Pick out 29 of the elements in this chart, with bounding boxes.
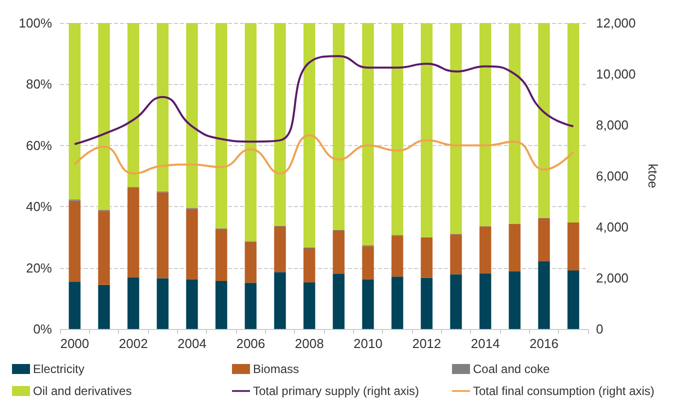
legend-label: Oil and derivatives — [33, 384, 132, 398]
x-tick-label: 2006 — [236, 336, 266, 351]
y-tick-label: 100% — [18, 16, 52, 30]
x-tick-label: 2008 — [294, 336, 324, 351]
x-tick-label: 2012 — [412, 336, 442, 351]
x-tick-label: 2000 — [60, 336, 90, 351]
y2-tick-label: 12,000 — [596, 16, 636, 30]
x-tick-label: 2002 — [118, 336, 148, 351]
y2-axis-title: ktoe — [646, 164, 661, 188]
y2-tick-label: 2,000 — [596, 270, 629, 286]
y-tick-label: 60% — [26, 138, 52, 153]
y2-tick-label: 6,000 — [596, 168, 629, 184]
y2-tick-label: 4,000 — [596, 220, 629, 234]
legend-label: Biomass — [253, 362, 300, 376]
x-tick-label: 2016 — [530, 336, 558, 351]
legend-label: Coal and coke — [473, 362, 550, 376]
y2-tick-label: 10,000 — [596, 66, 636, 82]
y2-tick-label: 8,000 — [596, 118, 629, 132]
y-tick-label: 40% — [26, 199, 52, 214]
legend-label: Electricity — [33, 362, 84, 376]
x-tick-label: 2014 — [470, 336, 500, 351]
y2-tick-label: 0 — [596, 322, 604, 336]
legend-label: Total primary supply (right axis) — [253, 384, 420, 398]
x-tick-label: 2010 — [354, 336, 382, 351]
y-tick-label: 80% — [26, 76, 52, 92]
legend-label: Total final consumption (right axis) — [473, 384, 654, 398]
y-tick-label: 20% — [26, 260, 52, 276]
x-tick-label: 2004 — [178, 336, 206, 351]
y-tick-label: 0% — [33, 322, 52, 336]
